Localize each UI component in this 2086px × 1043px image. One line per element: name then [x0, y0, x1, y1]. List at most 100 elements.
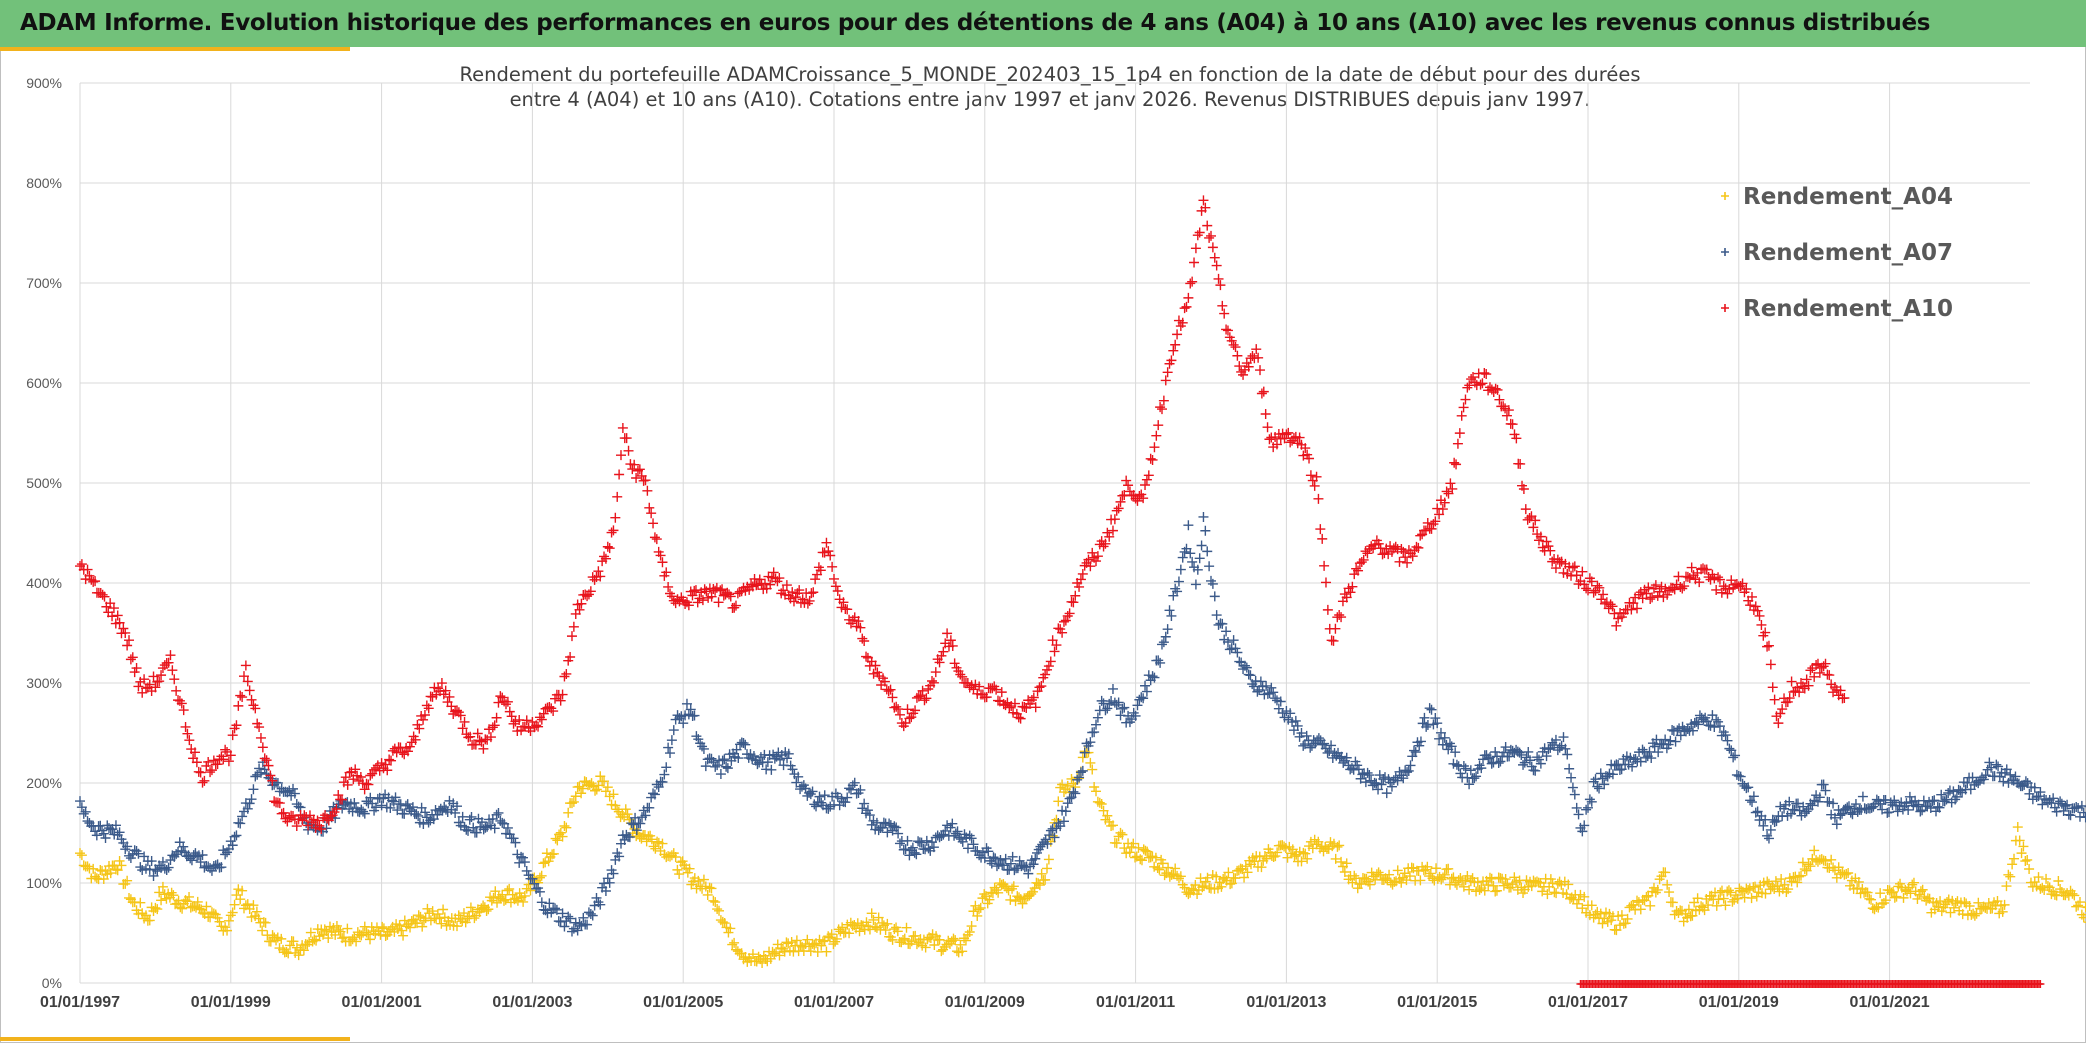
data-point [1211, 260, 1222, 271]
data-point [1153, 655, 1164, 666]
data-point [1313, 493, 1324, 504]
data-point [260, 917, 271, 928]
data-point [974, 681, 985, 692]
data-point [788, 596, 799, 607]
data-point [493, 807, 504, 818]
data-point [1351, 563, 1362, 574]
data-point [1645, 594, 1656, 605]
data-point [82, 564, 93, 575]
data-point [640, 810, 651, 821]
data-point [1364, 879, 1375, 890]
data-point [481, 905, 492, 916]
data-point [114, 617, 125, 628]
data-point [1172, 586, 1183, 597]
data-point [1341, 752, 1352, 763]
data-point [98, 828, 109, 839]
data-point [80, 806, 91, 817]
data-point [663, 581, 674, 592]
data-point [582, 919, 593, 930]
data-point [1255, 365, 1266, 376]
data-point [1932, 801, 1943, 812]
data-point [2033, 791, 2044, 802]
data-point [154, 676, 165, 687]
data-point [139, 674, 150, 685]
data-point [1875, 888, 1886, 899]
data-point [1396, 877, 1407, 888]
data-point [517, 852, 528, 863]
data-point [604, 877, 615, 888]
data-point [747, 949, 758, 960]
data-point [189, 747, 200, 758]
data-point [1530, 515, 1541, 526]
data-point [1762, 641, 1773, 652]
data-point [478, 900, 489, 911]
data-point [1723, 885, 1734, 896]
data-point [1248, 681, 1259, 692]
x-tick-label: 01/01/1997 [40, 994, 120, 1011]
data-point [1959, 897, 1970, 908]
data-point [1261, 680, 1272, 691]
data-point [855, 622, 866, 633]
data-point [212, 759, 223, 770]
data-point [1765, 824, 1776, 835]
data-point [1298, 740, 1309, 751]
data-point [1829, 812, 1840, 823]
data-point [365, 770, 376, 781]
data-point [1207, 242, 1218, 253]
data-point [717, 584, 728, 595]
data-point [1460, 875, 1471, 886]
data-point [945, 635, 956, 646]
data-point [165, 650, 176, 661]
data-point [1075, 574, 1086, 585]
data-point [1268, 687, 1279, 698]
data-point [1471, 771, 1482, 782]
data-point [1847, 809, 1858, 820]
data-point [1189, 257, 1200, 268]
data-point [1892, 806, 1903, 817]
data-point [1751, 891, 1762, 902]
data-point [738, 738, 749, 749]
data-point [1409, 745, 1419, 756]
data-point [225, 910, 236, 921]
data-point [733, 753, 744, 764]
data-point [948, 933, 959, 944]
data-point [166, 887, 177, 898]
data-point [1194, 553, 1205, 564]
data-point [868, 914, 879, 925]
data-point [1358, 554, 1369, 565]
data-point [898, 935, 909, 945]
data-point [826, 929, 837, 940]
data-point [1275, 696, 1286, 707]
data-point [1915, 806, 1926, 817]
data-point [1072, 774, 1083, 785]
data-point [901, 922, 912, 933]
data-point [1392, 775, 1403, 786]
data-point [1204, 561, 1215, 572]
data-point [1714, 574, 1725, 585]
x-tick-label: 01/01/2003 [492, 994, 572, 1011]
data-point [1942, 896, 1953, 907]
data-point [1935, 896, 1946, 907]
data-point [1818, 661, 1829, 672]
data-point [816, 940, 827, 951]
data-point [410, 734, 421, 745]
data-point [1070, 788, 1081, 799]
data-point [1075, 767, 1086, 778]
data-point [1746, 797, 1757, 808]
data-point [1226, 335, 1237, 346]
data-point [1760, 888, 1771, 899]
data-point [1166, 610, 1177, 621]
data-point [1192, 564, 1203, 575]
data-point [1579, 820, 1590, 831]
data-point [195, 857, 206, 868]
data-point [1554, 742, 1565, 753]
data-point [1089, 727, 1100, 738]
data-point [1204, 882, 1215, 893]
data-point [1070, 590, 1081, 601]
data-point [1772, 881, 1783, 892]
data-point [1796, 870, 1807, 881]
data-point [1142, 846, 1153, 857]
data-point [457, 723, 468, 734]
data-point [502, 885, 513, 896]
data-point [576, 788, 587, 799]
